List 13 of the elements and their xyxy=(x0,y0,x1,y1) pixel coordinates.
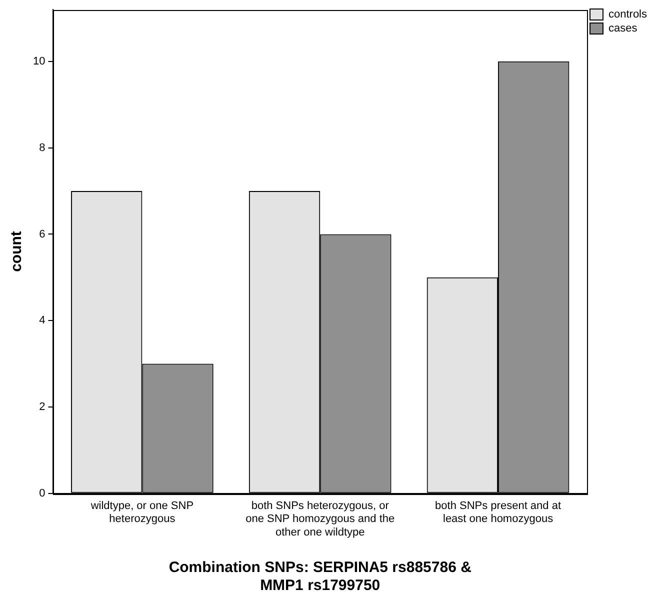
x-axis-title: Combination SNPs: SERPINA5 rs885786 & MMP1 rs1799750 xyxy=(168,559,472,594)
y-axis-title: count xyxy=(8,231,26,272)
x-tick-label: both SNPs heterozygous, or one SNP homozygous and the other one wildtype xyxy=(246,500,395,538)
y-tick-label: 2 xyxy=(39,401,46,414)
y-tick-label: 6 xyxy=(39,228,46,240)
legend-label: controls xyxy=(608,8,648,21)
y-tick-label: 8 xyxy=(39,142,46,154)
legend-label: cases xyxy=(608,22,638,35)
x-tick-label: wildtype, or one SNP heterozygous xyxy=(90,500,194,526)
y-tick-label: 4 xyxy=(39,314,46,327)
y-tick-label: 0 xyxy=(39,487,46,500)
x-tick-label: both SNPs present and at least one homozygous xyxy=(435,500,562,526)
y-tick-label: 10 xyxy=(32,55,46,68)
